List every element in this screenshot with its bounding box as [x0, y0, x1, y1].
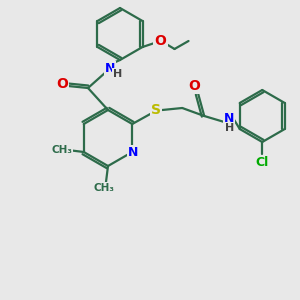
Text: N: N — [105, 61, 115, 74]
Text: N: N — [224, 112, 234, 124]
Text: H: H — [113, 69, 123, 79]
Text: O: O — [188, 79, 200, 93]
Text: CH₃: CH₃ — [51, 145, 72, 155]
Text: Cl: Cl — [256, 155, 269, 169]
Text: CH₃: CH₃ — [94, 183, 115, 193]
Text: S: S — [151, 103, 161, 117]
Text: O: O — [154, 34, 166, 48]
Text: H: H — [225, 123, 234, 133]
Text: O: O — [56, 77, 68, 91]
Text: N: N — [128, 146, 138, 158]
